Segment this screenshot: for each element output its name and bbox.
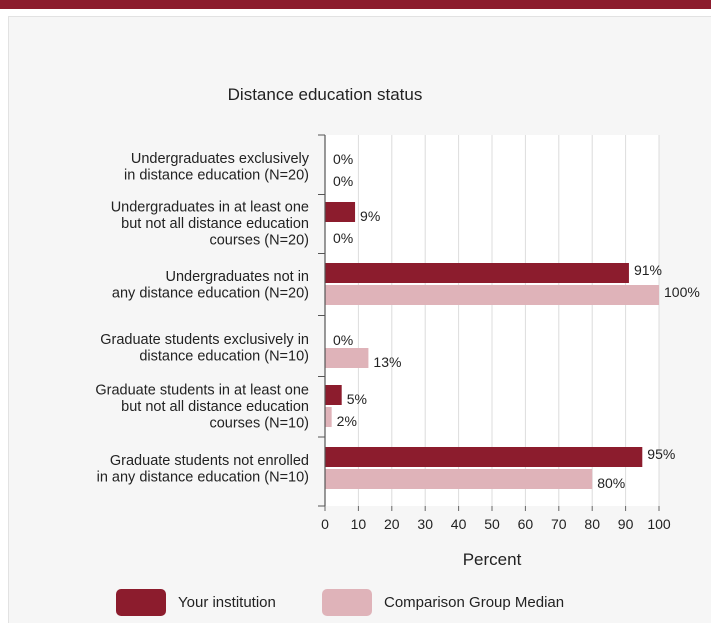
chart-legend: Your institution Comparison Group Median (0, 586, 711, 618)
x-tick-label: 100 (647, 516, 671, 532)
x-tick-label: 60 (518, 516, 534, 532)
legend-swatch-your-institution (116, 588, 166, 616)
x-tick-label: 30 (417, 516, 433, 532)
legend-label-your-institution: Your institution (178, 593, 276, 611)
bar-your-institution (325, 385, 342, 405)
bar-chart: Distance education status 0 10 20 30 40 50 60 7… (95, 85, 699, 569)
data-label: 5% (347, 391, 367, 407)
data-label: 0% (333, 151, 353, 167)
x-tick-label: 40 (451, 516, 467, 532)
legend-item-comparison-group-median: Comparison Group Median (322, 586, 564, 618)
x-tick-label: 0 (321, 516, 329, 532)
data-label: 91% (634, 262, 662, 278)
data-label: 13% (373, 354, 401, 370)
bar-your-institution (325, 447, 643, 467)
legend-label-comparison-group-median: Comparison Group Median (384, 593, 565, 611)
bar-comparison-median (325, 285, 659, 305)
chart-title: Distance education status (228, 85, 423, 104)
bar-your-institution (325, 263, 629, 283)
data-label: 80% (597, 475, 625, 491)
data-label: 0% (333, 332, 353, 348)
bar-comparison-median (325, 469, 593, 489)
data-label: 2% (337, 413, 357, 429)
category-label: Undergraduates exclusively in distance ed… (124, 151, 310, 184)
grid-lines (325, 135, 660, 506)
category-label: Undergraduates in at least one but not al… (111, 200, 309, 249)
x-tick-label: 50 (484, 516, 500, 532)
labels: 0 10 20 30 40 50 60 70 80 90 100 0% 9% 91% 0% 5% 95% 0% 0%… (95, 151, 699, 532)
top-accent-bar (0, 0, 711, 9)
bars (325, 202, 659, 489)
legend-swatch-comparison-group-median (322, 588, 372, 616)
x-tick-label: 20 (384, 516, 400, 532)
data-label: 0% (333, 173, 353, 189)
category-label: Undergraduates not in any distance educat… (112, 269, 309, 302)
axes (318, 134, 660, 511)
category-label: Graduate students not enrolled in any dis… (97, 453, 309, 486)
data-label: 0% (333, 230, 353, 246)
data-label: 9% (360, 208, 380, 224)
bar-your-institution (325, 202, 356, 222)
bar-comparison-median (325, 407, 332, 427)
category-label: Graduate students in at least one but not… (95, 383, 309, 432)
x-tick-label: 90 (618, 516, 634, 532)
legend-item-your-institution: Your institution (116, 586, 276, 618)
bar-comparison-median (325, 348, 369, 368)
data-label: 100% (664, 284, 700, 300)
data-label: 95% (647, 446, 675, 462)
x-tick-label: 80 (584, 516, 600, 532)
x-tick-label: 70 (551, 516, 567, 532)
x-axis-title: Percent (463, 550, 522, 569)
x-tick-label: 10 (351, 516, 367, 532)
category-label: Graduate students exclusively in distance… (100, 332, 309, 365)
